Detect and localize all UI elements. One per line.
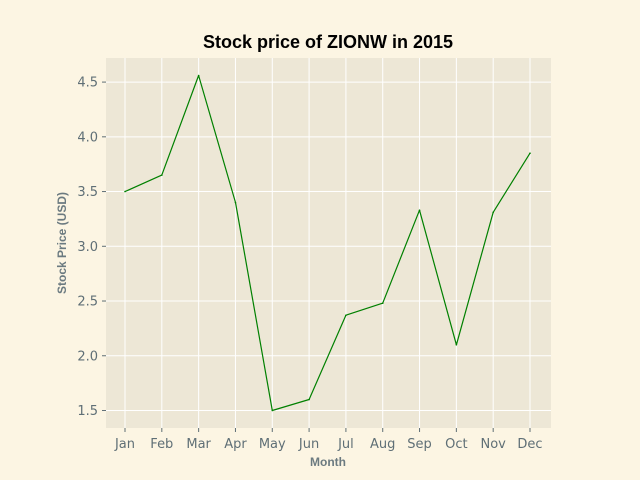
data-point (234, 201, 237, 204)
data-point (308, 398, 310, 401)
data-point (345, 314, 347, 317)
x-tick-label: Apr (224, 437, 247, 452)
data-point (381, 302, 384, 305)
y-tick-labels: 1.5 2.0 2.5 3.0 3.5 4.0 4.5 (77, 76, 106, 419)
x-tick-label: Jun (298, 437, 319, 452)
y-tick-label: 2.5 (77, 295, 98, 310)
series-line (124, 74, 531, 412)
x-tick-label: Nov (480, 437, 506, 452)
series-layer (124, 74, 531, 412)
y-tick-label: 1.5 (77, 404, 98, 419)
data-point (529, 152, 531, 155)
x-tick-label: Jan (114, 437, 135, 452)
x-tick-label: Jul (337, 437, 354, 452)
y-tick-label: 2.0 (77, 349, 98, 364)
data-point (197, 74, 200, 77)
y-tick-label: 3.0 (77, 240, 98, 255)
data-point (455, 344, 458, 346)
x-tick-label: Sep (407, 437, 432, 452)
y-tick-label: 4.0 (77, 130, 98, 145)
x-axis-label: Month (310, 455, 346, 469)
data-point (271, 409, 274, 412)
x-tick-label: Dec (517, 437, 542, 452)
x-tick-label: Feb (150, 437, 173, 452)
x-gridlines (124, 58, 531, 428)
x-tick-labels: Jan Feb Mar Apr May Jun Jul Aug Sep Oct Nov Dec (114, 428, 543, 452)
x-tick-label: Mar (186, 437, 211, 452)
data-point (161, 174, 163, 176)
chart-title: Stock price of ZIONW in 2015 (203, 32, 453, 52)
y-axis-label: Stock Price (USD) (55, 192, 69, 294)
data-point (418, 209, 421, 211)
y-tick-label: 3.5 (77, 185, 98, 200)
data-point (492, 211, 494, 214)
y-tick-label: 4.5 (77, 76, 98, 91)
x-tick-label: Oct (445, 437, 467, 452)
data-point (124, 190, 126, 193)
x-tick-label: May (259, 437, 286, 452)
x-tick-label: Aug (370, 437, 395, 452)
plot-area (106, 58, 551, 428)
